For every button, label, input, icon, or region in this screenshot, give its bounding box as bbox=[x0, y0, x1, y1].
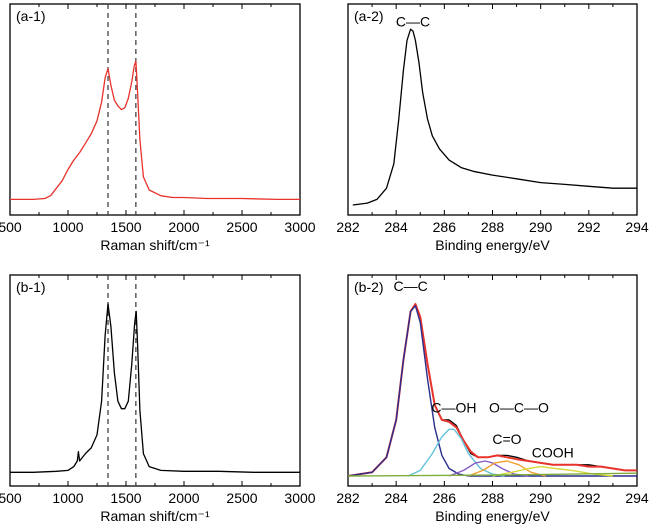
series-line-baseline bbox=[347, 472, 638, 477]
panel-a2: 282 284 286 288 290 292 294 Binding energy/eV (a… bbox=[336, 3, 649, 253]
x-tick-label: 294 bbox=[625, 490, 649, 506]
x-tick-label: 1500 bbox=[110, 490, 141, 506]
x-tick-label: 292 bbox=[577, 219, 601, 235]
series-line-o-c-o bbox=[468, 460, 546, 477]
x-tick-label: 500 bbox=[0, 219, 22, 235]
series-line-c-oh bbox=[407, 428, 505, 477]
panel-label: (b-2) bbox=[354, 279, 384, 295]
peak-annotation: COOH bbox=[532, 444, 574, 460]
x-axis-label: Binding energy/eV bbox=[435, 237, 550, 253]
x-tick-label: 290 bbox=[529, 490, 553, 506]
x-tick-label: 3000 bbox=[284, 490, 315, 506]
panel-b2: 282 284 286 288 290 292 294 Binding energy/eV (b… bbox=[336, 274, 649, 524]
plot-frame bbox=[9, 3, 301, 216]
plot-frame bbox=[9, 274, 301, 487]
peak-annotation: C=O bbox=[492, 431, 521, 447]
panel-label: (b-1) bbox=[16, 279, 46, 295]
x-tick-label: 288 bbox=[481, 490, 505, 506]
x-tick-label: 290 bbox=[529, 219, 553, 235]
series-line-fit-envelope bbox=[347, 303, 637, 477]
x-tick-label: 282 bbox=[336, 219, 360, 235]
panel-label: (a-2) bbox=[354, 8, 384, 24]
x-tick-label: 284 bbox=[384, 219, 408, 235]
x-tick-label: 3000 bbox=[284, 219, 315, 235]
peak-annotation: C—OH bbox=[431, 399, 476, 415]
x-tick-label: 284 bbox=[384, 490, 408, 506]
x-tick-label: 292 bbox=[577, 490, 601, 506]
peak-annotation: C—C bbox=[393, 278, 427, 294]
series-line-measured bbox=[347, 303, 637, 477]
x-tick-label: 2500 bbox=[226, 490, 257, 506]
x-axis-label: Raman shift/cm⁻¹ bbox=[100, 237, 210, 253]
x-tick-label: 286 bbox=[433, 490, 457, 506]
panel-a1: 500 1000 1500 2000 2500 3000 Raman shift/cm⁻¹ (… bbox=[0, 3, 316, 253]
plot-frame bbox=[347, 274, 638, 487]
x-tick-label: 294 bbox=[625, 219, 649, 235]
series-line-c-c bbox=[347, 305, 637, 477]
x-tick-label: 288 bbox=[481, 219, 505, 235]
series-line-0 bbox=[352, 28, 637, 206]
x-tick-label: 2000 bbox=[168, 219, 199, 235]
peak-annotation: O—C—O bbox=[489, 399, 549, 415]
x-axis-label: Binding energy/eV bbox=[435, 508, 550, 524]
panel-label: (a-1) bbox=[16, 8, 46, 24]
x-tick-label: 2000 bbox=[168, 490, 199, 506]
x-axis-label: Raman shift/cm⁻¹ bbox=[100, 508, 210, 524]
series-line-0 bbox=[10, 303, 300, 473]
plot-frame bbox=[347, 3, 638, 216]
x-tick-label: 282 bbox=[336, 490, 360, 506]
x-tick-label: 1000 bbox=[52, 490, 83, 506]
x-tick-label: 2500 bbox=[226, 219, 257, 235]
peak-annotation: C—C bbox=[396, 13, 430, 29]
x-tick-label: 286 bbox=[433, 219, 457, 235]
x-tick-label: 1000 bbox=[52, 219, 83, 235]
x-tick-label: 1500 bbox=[110, 219, 141, 235]
x-tick-label: 500 bbox=[0, 490, 22, 506]
series-line-0 bbox=[10, 60, 300, 201]
panel-b1: 500 1000 1500 2000 2500 3000 Raman shift/cm⁻¹ (… bbox=[0, 274, 316, 524]
series-line-c-o bbox=[448, 460, 529, 477]
